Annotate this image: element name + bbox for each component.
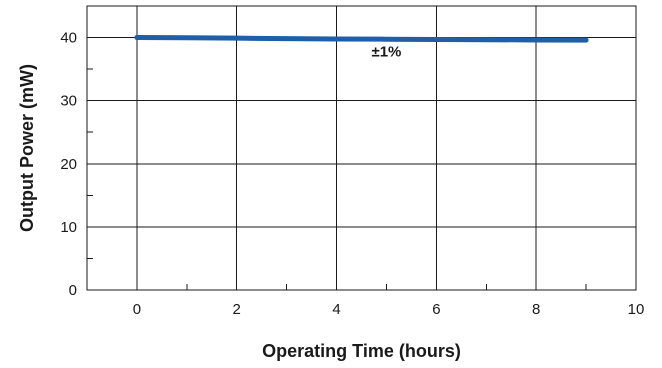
x-tick-label: 6 [432,301,440,318]
y-tick-labels: 0 10 20 30 40 [60,30,77,299]
series-layer [134,35,589,43]
plot-frame [86,5,637,291]
y-tick-label: 0 [69,282,77,299]
y-tick-label: 20 [60,156,77,173]
tick-marks [86,5,637,291]
y-tick-label: 10 [60,219,77,236]
x-axis-title: Operating Time (hours) [262,341,461,361]
tolerance-annotation: ±1% [371,43,401,60]
x-tick-label: 4 [332,301,340,318]
x-tick-labels: 0 2 4 6 8 10 [133,301,645,318]
x-tick-label: 8 [532,301,540,318]
y-tick-label: 40 [60,30,77,47]
x-tick-label: 10 [628,301,645,318]
series-line [134,35,589,43]
annotation-layer: ±1% [371,43,401,60]
y-tick-label: 30 [60,93,77,110]
x-tick-label: 2 [233,301,241,318]
grid-lines [87,6,637,291]
y-axis-title: Output Power (mW) [17,64,37,232]
x-tick-label: 0 [133,301,141,318]
